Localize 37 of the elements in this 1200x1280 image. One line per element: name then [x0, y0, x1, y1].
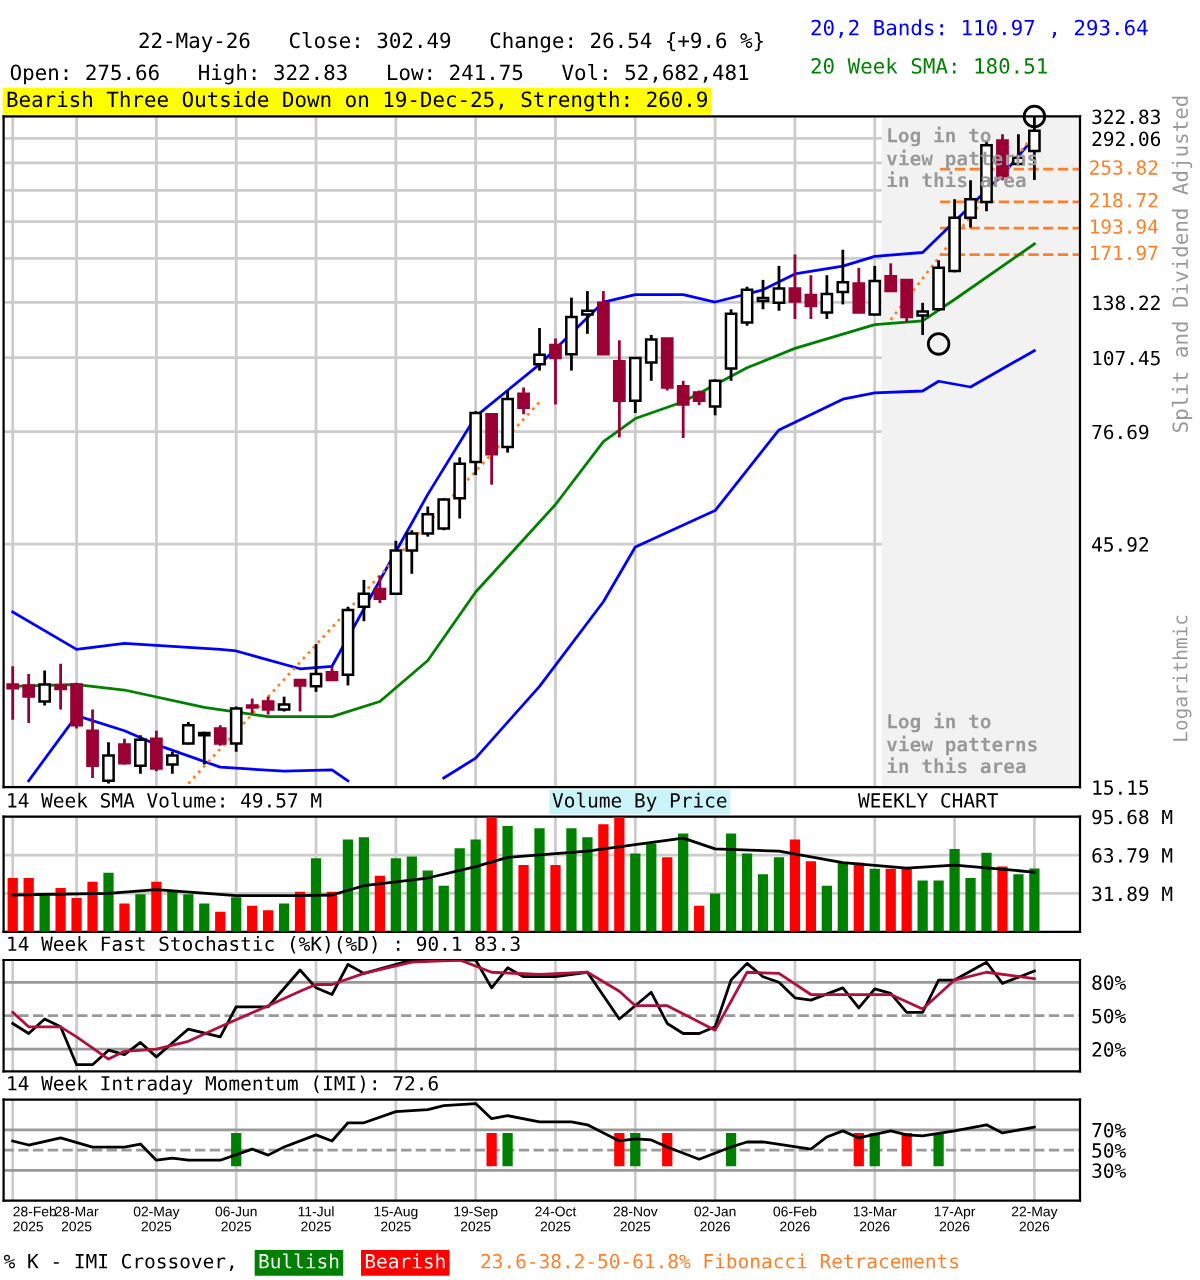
chart-title: 14 Week Fast Stochastic (%K)(%D) : 90.1 83.3 [8, 936, 520, 954]
chart-title: 14 Week SMA Volume: 49.57 M [8, 792, 322, 808]
y-tick-label: 45.92 [1092, 537, 1148, 552]
text: Volume By Price [552, 792, 727, 812]
y-tick-label: 30% [1092, 1163, 1126, 1179]
text: Bearish [365, 1253, 445, 1269]
y-axis-title: Split and Dividend Adjusted [1171, 96, 1193, 432]
y-tick-label: 31.89 M [1092, 886, 1173, 902]
text: % K - IMI Crossover, [3, 1253, 234, 1271]
text: 23.6-38.2-50-61.8% Fibonacci Retracements [481, 1253, 959, 1269]
y-tick-label: 76.69 [1092, 424, 1149, 440]
text: WEEKLY CHART [858, 793, 999, 808]
text: Bullish [259, 1253, 339, 1269]
y-tick-label: 50% [1092, 1008, 1126, 1024]
y-tick-label: 50% [1092, 1143, 1126, 1158]
y-tick-label: 63.79 M [1092, 848, 1173, 863]
y-tick-label: 15.15 [1093, 780, 1149, 795]
text: 20,2 Bands: 110.97 , 293.64 [811, 19, 1148, 39]
ref-line-label: 171.97 [1090, 245, 1158, 261]
text: 20 Week SMA: 180.51 [811, 57, 1047, 74]
text: Logarithmic [1172, 615, 1192, 741]
y-tick-label: 107.45 [1093, 350, 1160, 366]
text: Open: 275.66 High: 322.83 Low: 241.75 Vol: 52,682,481 [10, 64, 749, 85]
ref-line-label: 218.72 [1090, 192, 1158, 208]
text: 22-May-26 Close: 302.49 Change: 26.54 {+9.6 %} [139, 32, 763, 53]
chart-title: 14 Week Intraday Momentum (IMI): 72.6 [8, 1075, 438, 1095]
y-tick-label: 322.83 [1092, 109, 1160, 125]
chart-title: Bearish Three Outside Down on 19-Dec-25, Strength: 260.9 [7, 91, 707, 112]
ref-line-label: 193.94 [1090, 219, 1158, 234]
ref-line-label: 253.82 [1090, 160, 1158, 175]
y-tick-label: 95.68 M [1092, 809, 1173, 825]
y-tick-label: 292.06 [1092, 131, 1161, 147]
y-tick-label: 138.22 [1093, 295, 1160, 311]
y-tick-label: 70% [1092, 1122, 1126, 1138]
y-tick-label: 20% [1092, 1042, 1126, 1057]
y-tick-label: 80% [1092, 975, 1126, 990]
text: Log in to view patterns in this area [886, 712, 1037, 774]
